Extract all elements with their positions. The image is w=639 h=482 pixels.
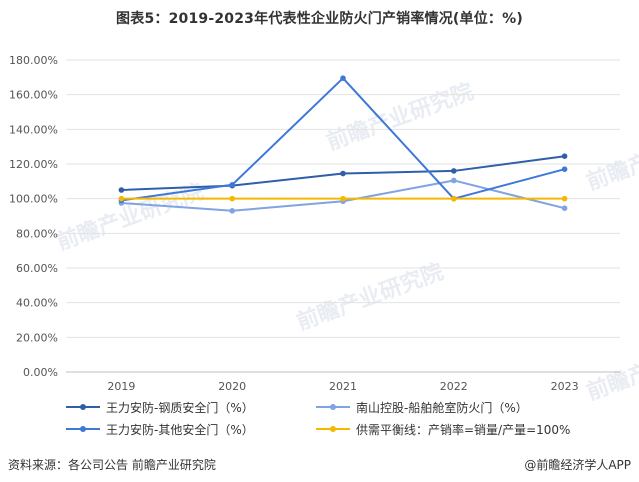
y-tick-label: 120.00% — [9, 158, 58, 171]
data-point-3 — [340, 75, 346, 81]
data-point-1 — [451, 168, 457, 174]
data-point-1 — [118, 187, 125, 193]
legend-item-1: 王力安防-钢质安全门（%） — [66, 398, 254, 416]
watermark: 前瞻产业研究院 — [323, 79, 477, 156]
y-tick-label: 80.00% — [16, 227, 58, 240]
data-point-4 — [118, 195, 125, 202]
y-tick-label: 20.00% — [16, 331, 58, 344]
data-point-2 — [561, 205, 568, 211]
y-tick-label: 100.00% — [9, 193, 58, 206]
legend-item-3: 王力安防-其他安全门（%） — [66, 420, 254, 438]
legend-swatch-4 — [316, 423, 350, 435]
legend-item-2: 南山控股-船舶舱室防火门（%） — [316, 398, 528, 416]
data-point-4 — [340, 195, 346, 202]
data-point-3 — [561, 166, 568, 172]
x-tick-label: 2020 — [218, 380, 246, 393]
y-tick-label: 0.00% — [23, 366, 58, 379]
legend-label-1: 王力安防-钢质安全门（%） — [106, 400, 254, 415]
legend-label-3: 王力安防-其他安全门（%） — [106, 422, 254, 437]
legend-swatch-1 — [66, 401, 100, 413]
legend-swatch-2 — [316, 401, 350, 413]
data-point-4 — [451, 195, 457, 202]
brand-credit: @前瞻经济学人APP — [524, 458, 631, 472]
y-tick-label: 180.00% — [9, 54, 58, 67]
watermark: 前瞻产业研究院 — [583, 119, 639, 196]
y-tick-labels: 0.00% 20.00% 40.00% 60.00% 80.00% 100.00% 120.… — [9, 54, 58, 379]
legend-label-4: 供需平衡线：产销率=销量/产量=100% — [356, 422, 571, 437]
chart-title: 图表5：2019-2023年代表性企业防火门产销率情况(单位：%) — [116, 11, 523, 27]
data-point-1 — [340, 170, 346, 177]
series-lines — [118, 75, 568, 214]
source-note: 资料来源：各公司公告 前瞻产业研究院 — [8, 458, 216, 472]
x-tick-label: 2022 — [440, 380, 468, 393]
data-point-1 — [561, 153, 568, 159]
watermark: 前瞻产业研究院 — [293, 259, 447, 336]
legend-swatch-3 — [66, 423, 100, 435]
x-tick-label: 2023 — [551, 380, 579, 393]
y-tick-label: 140.00% — [9, 123, 58, 136]
legend-item-4: 供需平衡线：产销率=销量/产量=100% — [316, 420, 570, 438]
y-tick-label: 40.00% — [16, 297, 58, 310]
x-tick-labels: 2019 2020 2021 2022 2023 — [107, 380, 578, 393]
y-tick-label: 60.00% — [16, 262, 58, 275]
x-tick-label: 2019 — [107, 380, 135, 393]
data-point-4 — [561, 195, 568, 202]
data-point-2 — [229, 208, 235, 214]
y-tick-label: 160.00% — [9, 89, 58, 102]
watermark: 前瞻产业研究院 — [583, 329, 639, 406]
data-point-2 — [451, 177, 457, 184]
x-tick-label: 2021 — [329, 380, 357, 393]
legend-label-2: 南山控股-船舶舱室防火门（%） — [356, 400, 528, 415]
data-point-3 — [229, 182, 235, 188]
data-point-4 — [229, 195, 235, 202]
